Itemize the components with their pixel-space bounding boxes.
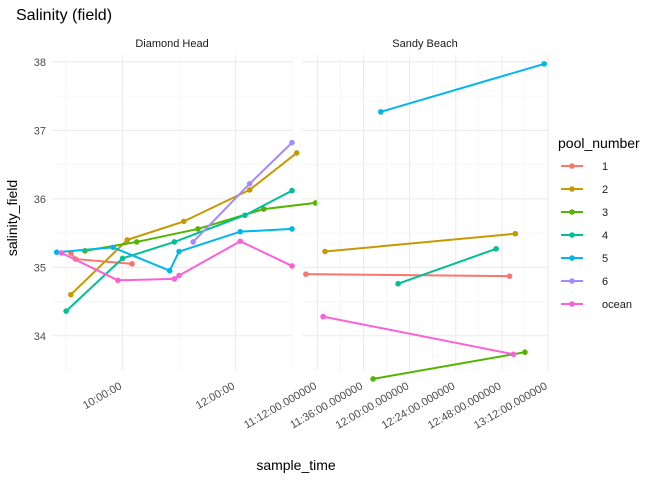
data-point bbox=[242, 212, 248, 219]
chart-title: Salinity (field) bbox=[16, 7, 112, 24]
data-point bbox=[512, 230, 519, 237]
legend-key-point bbox=[569, 232, 575, 238]
data-point bbox=[260, 206, 267, 212]
legend-label: 4 bbox=[602, 230, 608, 242]
y-tick-label: 38 bbox=[34, 57, 46, 69]
legend-label: 5 bbox=[602, 253, 608, 265]
data-point bbox=[289, 263, 295, 269]
y-tick-label: 35 bbox=[34, 262, 46, 274]
legend-key-point bbox=[569, 163, 575, 169]
data-point bbox=[289, 187, 295, 194]
data-point bbox=[115, 277, 121, 284]
series-line-5 bbox=[380, 62, 545, 113]
data-point bbox=[166, 267, 173, 274]
data-point bbox=[119, 255, 126, 262]
y-tick-label: 37 bbox=[34, 125, 46, 137]
data-point bbox=[541, 61, 547, 67]
panel-strip-label: Sandy Beach bbox=[392, 38, 457, 50]
data-point bbox=[370, 376, 376, 382]
data-point bbox=[506, 273, 513, 279]
data-point bbox=[510, 351, 517, 358]
legend-key-point bbox=[569, 255, 575, 261]
data-point bbox=[522, 349, 528, 355]
data-point bbox=[303, 271, 309, 277]
series-line-4 bbox=[397, 247, 497, 285]
legend-key-point bbox=[569, 278, 575, 284]
y-tick-label: 36 bbox=[34, 194, 46, 206]
data-point bbox=[195, 226, 201, 232]
data-point bbox=[176, 272, 182, 279]
data-point bbox=[293, 150, 300, 156]
legend-label: 1 bbox=[602, 161, 608, 173]
panel-strip-label: Diamond Head bbox=[135, 38, 208, 50]
data-point bbox=[289, 226, 295, 232]
data-point bbox=[377, 109, 384, 115]
series-line-5 bbox=[56, 227, 293, 272]
legend-label: 2 bbox=[602, 184, 608, 196]
data-point bbox=[237, 238, 244, 245]
data-point bbox=[320, 313, 326, 320]
series-line-ocean bbox=[322, 315, 514, 356]
data-point bbox=[180, 218, 187, 225]
data-point bbox=[190, 239, 196, 245]
series-line-ocean bbox=[60, 240, 293, 282]
data-point bbox=[246, 180, 253, 187]
data-point bbox=[322, 248, 328, 255]
series-line-6 bbox=[192, 141, 293, 243]
y-tick-label: 34 bbox=[34, 331, 46, 343]
data-point bbox=[58, 250, 65, 256]
data-point bbox=[493, 245, 499, 252]
data-point bbox=[129, 261, 135, 267]
data-point bbox=[53, 249, 60, 256]
data-point bbox=[171, 276, 178, 282]
legend-key-point bbox=[569, 209, 575, 215]
data-point bbox=[124, 237, 131, 243]
legend-label: ocean bbox=[602, 299, 632, 311]
series-line-3 bbox=[372, 351, 526, 380]
data-point bbox=[171, 239, 178, 245]
data-point bbox=[395, 280, 401, 287]
data-point bbox=[176, 248, 182, 255]
legend-key-point bbox=[569, 301, 575, 307]
series-line-1 bbox=[305, 273, 510, 278]
legend-title: pool_number bbox=[558, 135, 640, 151]
x-axis-label: sample_time bbox=[256, 457, 336, 473]
data-point bbox=[289, 139, 295, 146]
series-line-2 bbox=[324, 232, 516, 253]
y-axis-label: salinity_field bbox=[4, 180, 20, 256]
data-point bbox=[133, 239, 140, 245]
x-tick-label: 10:00:00 bbox=[81, 380, 124, 412]
data-point bbox=[246, 187, 253, 193]
legend-label: 6 bbox=[602, 276, 608, 288]
legend-key-point bbox=[569, 186, 575, 192]
data-point bbox=[110, 244, 116, 251]
data-point bbox=[63, 308, 69, 314]
data-point bbox=[237, 228, 244, 235]
x-tick-label: 12:00:00 bbox=[194, 380, 237, 412]
legend-label: 3 bbox=[602, 207, 608, 219]
data-point bbox=[68, 291, 74, 298]
